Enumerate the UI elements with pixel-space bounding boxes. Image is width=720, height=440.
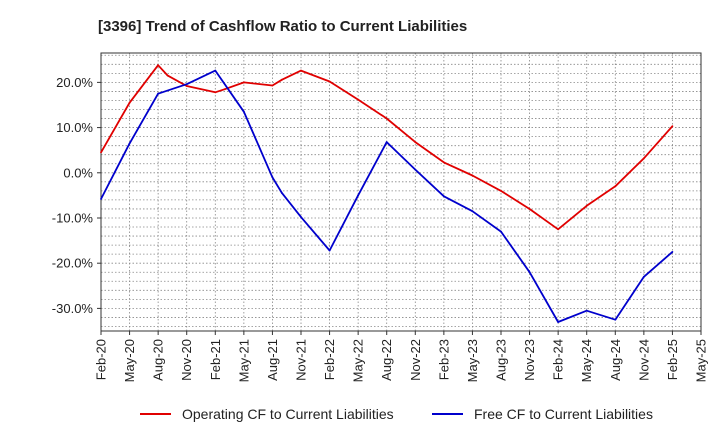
x-tick-label: Feb-23 [436,339,451,380]
y-tick-label: -10.0% [52,210,94,225]
x-tick-label: Aug-24 [608,339,623,381]
data-point [528,271,531,274]
x-tick-label: Aug-20 [151,339,166,381]
y-axis-ticks: 20.0% 10.0% 0.0% -10.0% -20.0% -30.0% [52,75,101,316]
data-point [643,275,645,278]
data-point [471,174,474,177]
data-point [414,168,417,171]
x-tick-label: May-21 [236,339,251,382]
x-tick-label: Aug-23 [494,339,509,381]
data-point [223,88,226,91]
x-tick-label: Nov-23 [522,339,537,381]
x-tick-label: May-25 [694,339,709,382]
data-point [300,216,302,219]
data-point [281,78,283,81]
data-point [214,69,217,72]
chart-title: [3396] Trend of Cashflow Ratio to Curren… [98,18,467,35]
legend-label: Operating CF to Current Liabilities [182,406,394,422]
plot-frame [100,52,702,332]
legend-label: Free CF to Current Liabilities [474,406,653,422]
x-tick-label: Aug-22 [379,339,394,381]
data-point [671,125,674,128]
x-tick-label: Nov-21 [294,339,309,381]
data-point [357,194,359,197]
data-point [443,195,445,198]
x-tick-label: Feb-20 [94,339,109,380]
data-point [128,101,131,104]
axes [100,52,702,332]
y-tick-label: 10.0% [56,120,93,135]
data-point [185,83,188,86]
data-point [100,198,102,200]
data-point [585,204,588,207]
data-point [614,318,617,321]
x-tick-label: Aug-21 [265,339,280,381]
data-point [185,85,188,87]
data-point [271,84,274,87]
data-point [385,117,388,120]
data-point [357,98,359,101]
y-tick-label: 20.0% [56,75,93,90]
data-point [557,228,559,231]
data-point [557,321,559,323]
data-point [528,208,531,210]
x-tick-label: Nov-24 [636,339,651,381]
data-point [471,210,474,213]
data-point [443,161,445,164]
data-point [300,69,302,72]
data-point [128,142,131,145]
data-point [243,81,245,84]
x-tick-label: Feb-21 [208,339,223,380]
data-point [385,141,388,144]
data-point [500,230,502,233]
x-tick-label: May-23 [465,339,480,382]
legend: Operating CF to Current Liabilities Free … [140,406,653,422]
series-line-1 [100,64,674,231]
data-point [585,309,588,312]
x-tick-label: May-22 [351,339,366,382]
grid [100,53,702,331]
data-point [157,64,160,67]
x-tick-label: May-20 [122,339,137,382]
data-point [271,176,274,179]
data-point [328,249,331,252]
data-point [214,91,217,94]
x-tick-label: Feb-24 [551,339,566,380]
y-tick-label: -20.0% [52,256,94,271]
y-tick-label: 0.0% [63,165,93,180]
data-point [243,110,245,113]
data-point [166,74,169,77]
y-tick-label: -30.0% [52,301,94,316]
series-lines [100,64,674,323]
data-point [671,251,674,253]
series-line-2 [100,69,673,323]
x-tick-label: Feb-25 [665,339,680,380]
x-tick-label: Nov-20 [179,339,194,381]
x-tick-label: Nov-22 [408,339,423,381]
data-point [614,185,617,188]
data-point [281,192,283,195]
x-tick-label: May-24 [579,339,594,382]
x-axis-ticks: Feb-20 May-20 Aug-20 Nov-20 Feb-21 May-21 Aug-… [94,331,709,382]
x-tick-label: Feb-22 [322,339,337,380]
data-point [100,151,102,154]
data-point [414,141,417,144]
data-point [643,157,645,160]
data-point [500,190,502,192]
data-point [157,92,160,95]
data-point [328,80,331,83]
